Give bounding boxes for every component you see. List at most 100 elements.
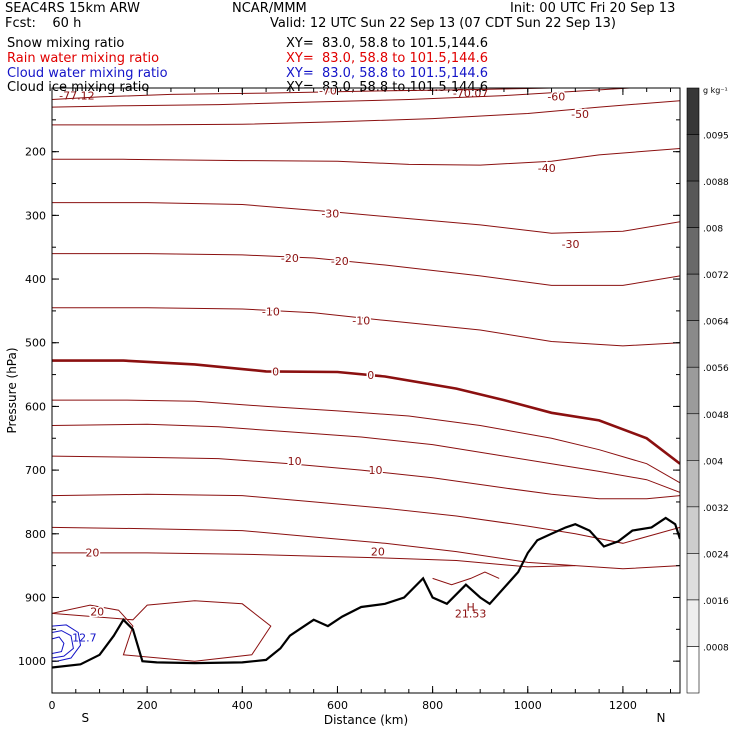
temperature-contour	[52, 399, 680, 484]
colorbar-swatch	[686, 460, 700, 508]
contour-label: -30	[321, 207, 339, 220]
contour-label: 21.53	[455, 607, 487, 620]
field-label-rain: Rain water mixing ratio	[7, 51, 160, 66]
colorbar-label: .0048	[703, 411, 729, 421]
temperature-contour	[52, 253, 680, 286]
colorbar-label: .0064	[703, 318, 729, 328]
x-tick-label: 600	[327, 699, 348, 712]
colorbar-label: .0072	[703, 271, 729, 281]
temperature-contour	[52, 88, 638, 108]
annotation-label: H	[467, 601, 475, 614]
contour-label: 10	[369, 464, 383, 477]
colorbar-swatch	[686, 273, 700, 321]
colorbar-label: .0008	[703, 643, 729, 653]
colorbar-swatch	[686, 87, 700, 135]
contour-label: 20	[371, 546, 385, 559]
x-tick-label: 1200	[609, 699, 637, 712]
colorbar-label: .0032	[703, 504, 729, 514]
y-tick-label: 900	[25, 591, 46, 604]
y-tick-label: 700	[25, 464, 46, 477]
colorbar-unit: g kg⁻¹	[703, 86, 728, 95]
plot-area: -70 -60 -50 -40 -30 -30 -20 -20 -10 -10 0 0 10 10 20 20…	[52, 85, 680, 669]
y-tick-label: 800	[25, 528, 46, 541]
x-tick-label: 1000	[514, 699, 542, 712]
colorbar-label: .0095	[703, 132, 729, 142]
field-xy-snow: XY= 83.0, 58.8 to 101.5,144.6	[286, 36, 489, 51]
contour-label: -40	[538, 162, 556, 175]
x-axis-title: Distance (km)	[324, 713, 408, 727]
contour-label: 0	[367, 369, 374, 382]
cloud-water-label: 12.7	[72, 632, 97, 645]
x-tick-label: 200	[137, 699, 158, 712]
annotation-label: -70.07	[453, 87, 488, 100]
colorbar-swatch	[686, 366, 700, 415]
temperature-contour	[52, 359, 680, 465]
terrain-line	[52, 516, 680, 669]
contour-label: -10	[262, 306, 280, 319]
cloud-water-contour	[52, 630, 74, 659]
y-tick-label: 400	[25, 273, 46, 286]
colorbar-swatch	[686, 180, 700, 228]
center-title: NCAR/MMM	[232, 1, 307, 16]
contour-label: 0	[272, 365, 279, 378]
field-label-cloud-water: Cloud water mixing ratio	[7, 66, 168, 81]
temperature-contour	[52, 600, 272, 662]
y-tick-label: 500	[25, 337, 46, 350]
colorbar-label: .0024	[703, 550, 729, 560]
field-xy-rain: XY= 83.0, 58.8 to 101.5,144.6	[286, 51, 489, 66]
temperature-contour	[52, 493, 680, 544]
y-tick-label: 1000	[18, 655, 46, 668]
annotation-label: -77.12	[59, 90, 94, 103]
forecast-hour: Fcst: 60 h	[5, 16, 82, 31]
temperature-contour	[52, 202, 680, 234]
colorbar-swatch	[686, 134, 700, 182]
contour-label: -10	[352, 314, 370, 327]
temperature-contour	[432, 571, 500, 586]
temperature-contour	[52, 552, 576, 568]
init-time: Init: 00 UTC Fri 20 Sep 13	[510, 1, 676, 16]
contour-label: -20	[331, 255, 349, 268]
contour-label: 10	[288, 455, 302, 468]
colorbar-label: .008	[703, 225, 723, 235]
field-xy-cloud-water: XY= 83.0, 58.8 to 101.5,144.6	[286, 66, 489, 81]
contour-layer: -70 -60 -50 -40 -30 -30 -20 -20 -10 -10 0 0 10 10 20 20…	[52, 85, 680, 669]
x-tick-label: 800	[422, 699, 443, 712]
field-label-snow: Snow mixing ratio	[7, 36, 125, 51]
temperature-contour	[52, 148, 680, 166]
temperature-contour	[52, 88, 601, 100]
x-end-label-right: N	[656, 711, 665, 725]
temperature-contour	[52, 423, 680, 493]
colorbar-swatch	[686, 506, 700, 554]
temperature-contour	[52, 100, 680, 126]
colorbar-swatch	[686, 553, 700, 601]
y-axis-title: Pressure (hPa)	[5, 347, 19, 433]
contour-label: -30	[562, 238, 580, 251]
y-tick-label: 200	[25, 146, 46, 159]
valid-time: Valid: 12 UTC Sun 22 Sep 13 (07 CDT Sun …	[270, 16, 616, 31]
colorbar-label: .0056	[703, 364, 729, 374]
model-title: SEAC4RS 15km ARW	[5, 1, 141, 16]
colorbar-swatch	[686, 413, 700, 461]
x-tick-label: 400	[232, 699, 253, 712]
colorbar-swatch	[686, 646, 700, 694]
y-tick-label: 600	[25, 400, 46, 413]
colorbar-swatch	[686, 320, 700, 368]
plot-frame	[51, 87, 681, 694]
colorbar-label: .0016	[703, 597, 729, 607]
contour-label: -50	[571, 108, 589, 121]
temperature-contour	[52, 455, 680, 500]
x-tick-label: 0	[49, 699, 56, 712]
colorbar: .0095 .0088 .008 .0072 .0064 .0056 .0048 .004 .0…	[686, 86, 729, 694]
colorbar-label: .0088	[703, 178, 729, 188]
colorbar-swatch	[686, 599, 700, 647]
temperature-contour	[52, 526, 680, 570]
contour-label: -20	[281, 252, 299, 265]
cloud-water-contour	[52, 636, 65, 654]
colorbar-label: .004	[703, 457, 723, 467]
contour-label: -60	[547, 90, 565, 103]
contour-label: -70	[319, 85, 337, 98]
x-end-label-left: S	[81, 711, 89, 725]
